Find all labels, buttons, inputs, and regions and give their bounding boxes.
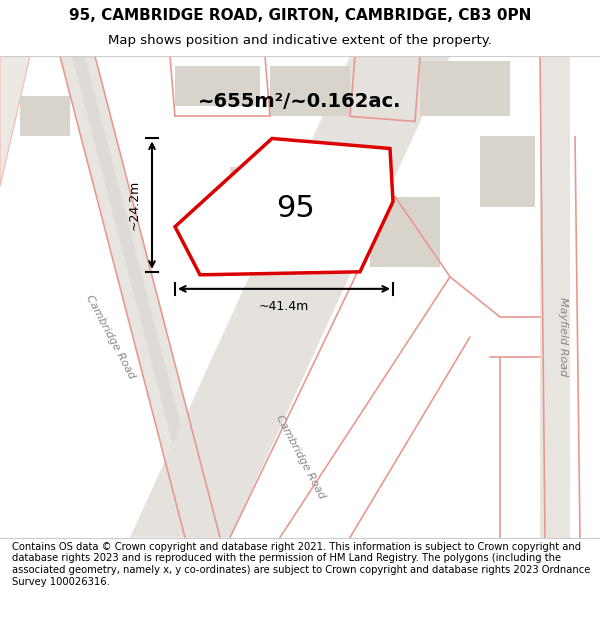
Text: ~41.4m: ~41.4m: [259, 301, 309, 313]
Polygon shape: [72, 56, 210, 538]
Text: Mayfield Road: Mayfield Road: [558, 298, 568, 377]
Text: Contains OS data © Crown copyright and database right 2021. This information is : Contains OS data © Crown copyright and d…: [12, 542, 590, 587]
Polygon shape: [370, 197, 440, 267]
Text: ~24.2m: ~24.2m: [128, 180, 140, 230]
Polygon shape: [130, 56, 450, 538]
Polygon shape: [0, 56, 30, 187]
Text: ~655m²/~0.162ac.: ~655m²/~0.162ac.: [198, 92, 402, 111]
Text: Cambridge Road: Cambridge Road: [274, 414, 326, 501]
Polygon shape: [20, 96, 70, 136]
Polygon shape: [270, 66, 350, 116]
Polygon shape: [420, 61, 510, 116]
Polygon shape: [540, 56, 570, 538]
Polygon shape: [175, 66, 260, 106]
Text: Map shows position and indicative extent of the property.: Map shows position and indicative extent…: [108, 34, 492, 47]
Polygon shape: [230, 166, 295, 247]
Polygon shape: [232, 169, 292, 245]
Text: 95: 95: [275, 194, 314, 223]
Polygon shape: [175, 139, 393, 275]
Polygon shape: [60, 56, 220, 538]
Polygon shape: [480, 136, 535, 207]
Text: Cambridge Road: Cambridge Road: [83, 293, 136, 381]
Text: 95, CAMBRIDGE ROAD, GIRTON, CAMBRIDGE, CB3 0PN: 95, CAMBRIDGE ROAD, GIRTON, CAMBRIDGE, C…: [69, 8, 531, 23]
